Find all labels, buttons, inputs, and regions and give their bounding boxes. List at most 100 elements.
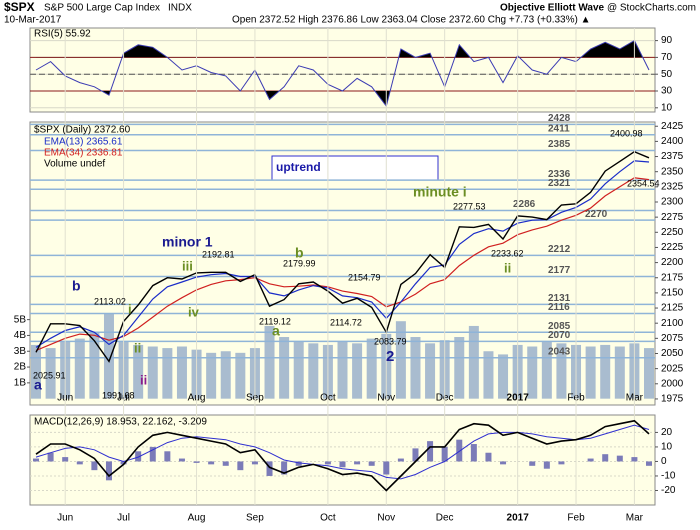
y-tick-label: 4B	[14, 330, 27, 341]
y-tick-label: 0	[661, 456, 667, 467]
histogram-bar	[427, 441, 434, 462]
histogram-bar	[62, 457, 69, 462]
histogram-bar	[281, 461, 288, 475]
wave-label: 2119.12	[259, 316, 291, 326]
histogram-bar	[120, 461, 127, 465]
wave-label: 2179.99	[283, 258, 316, 268]
histogram-bar	[397, 458, 404, 462]
volume-bar	[103, 313, 114, 399]
y-tick-label: 2150	[661, 288, 684, 299]
signal-line	[35, 424, 650, 480]
histogram-bar	[383, 461, 390, 475]
volume-bar	[483, 351, 494, 399]
wave-label: 2113.02	[94, 296, 126, 306]
histogram-bar	[646, 461, 652, 466]
wave-label: iv	[188, 304, 200, 319]
price-title: $SPX (Daily) 2372.60	[34, 125, 131, 136]
histogram-bar	[470, 444, 477, 462]
level-label: 2428	[548, 113, 571, 124]
annotation: uptrend	[276, 160, 321, 174]
histogram-bar	[631, 457, 638, 462]
histogram-bar	[33, 458, 39, 462]
histogram-bar	[543, 461, 550, 469]
histogram-bar	[368, 461, 375, 466]
histogram-bar	[324, 461, 331, 465]
y-tick-label: 3B	[14, 346, 27, 357]
volume-bar	[352, 343, 363, 399]
level-label: 2131	[548, 293, 571, 304]
volume-bar	[600, 344, 611, 399]
y-tick-label: 2425	[661, 121, 684, 132]
volume-bar	[264, 325, 275, 399]
volume-bar	[585, 346, 596, 399]
histogram-bar	[412, 448, 419, 462]
histogram-bar	[456, 439, 463, 462]
volume-bar	[614, 346, 625, 399]
y-tick-label: -20	[661, 485, 676, 496]
y-tick-label: 50	[661, 69, 673, 80]
histogram-bar	[193, 461, 200, 463]
histogram-bar	[164, 451, 171, 462]
rsi-line	[35, 39, 650, 108]
histogram-bar	[208, 461, 215, 465]
x-tick-label: Aug	[188, 513, 206, 524]
wave-label: 2233.62	[491, 248, 524, 258]
y-tick-label: 10	[661, 442, 673, 453]
wave-label: 2083.79	[374, 336, 407, 346]
x-tick-label: Dec	[436, 513, 454, 524]
volume-bar	[395, 321, 406, 399]
volume-bar	[527, 346, 538, 399]
volume-bar	[74, 338, 85, 399]
y-tick-label: 2175	[661, 272, 684, 283]
x-tick-label: Sep	[246, 513, 264, 524]
y-tick-label: 2225	[661, 242, 684, 253]
y-tick-label: 20	[661, 427, 673, 438]
wave-label: ii	[140, 372, 147, 387]
y-tick-label: 2325	[661, 181, 684, 192]
y-tick-label: 2300	[661, 197, 684, 208]
histogram-bar	[91, 461, 98, 471]
histogram-bar	[339, 461, 346, 468]
x-tick-label: Mar	[626, 513, 644, 524]
volume-bar	[556, 343, 567, 399]
histogram-bar	[354, 461, 361, 465]
level-label: 2270	[585, 209, 608, 220]
volume-bar	[31, 344, 41, 399]
y-tick-label: 2200	[661, 257, 684, 268]
y-tick-label: 2075	[661, 333, 684, 344]
volume-bar	[366, 338, 377, 399]
y-tick-label: 70	[661, 52, 673, 63]
y-tick-label: 2125	[661, 303, 684, 314]
wave-label: a	[272, 323, 280, 339]
histogram-bar	[602, 454, 609, 462]
y-tick-label: 90	[661, 35, 673, 46]
histogram-bar	[558, 461, 565, 465]
level-label: 2336	[548, 169, 571, 180]
volume-bar	[45, 348, 56, 399]
volume-bar	[235, 352, 246, 399]
x-tick-label: 2017	[507, 513, 530, 524]
y-tick-label: 10	[661, 102, 673, 113]
y-tick-label: 2375	[661, 151, 684, 162]
volume-bar	[206, 352, 217, 399]
price-line	[35, 150, 650, 363]
histogram-bar	[237, 461, 244, 471]
volume-bar	[337, 341, 348, 399]
volume-bar	[498, 354, 509, 399]
y-tick-label: 1975	[661, 394, 684, 405]
level-label: 2286	[513, 199, 536, 210]
level-label: 2070	[548, 330, 571, 341]
volume-bar	[162, 348, 173, 399]
ema-line	[35, 177, 650, 352]
volume-bar	[410, 337, 421, 399]
wave-label: 2192.81	[202, 249, 235, 259]
histogram-bar	[178, 458, 185, 462]
volume-bar	[89, 332, 100, 399]
wave-label: 2354.54	[627, 178, 660, 188]
y-tick-label: 2350	[661, 166, 684, 177]
wave-label: 2277.53	[453, 201, 486, 211]
histogram-bar	[135, 451, 142, 462]
wave-label: i	[128, 301, 132, 316]
level-label: 2043	[548, 346, 571, 357]
